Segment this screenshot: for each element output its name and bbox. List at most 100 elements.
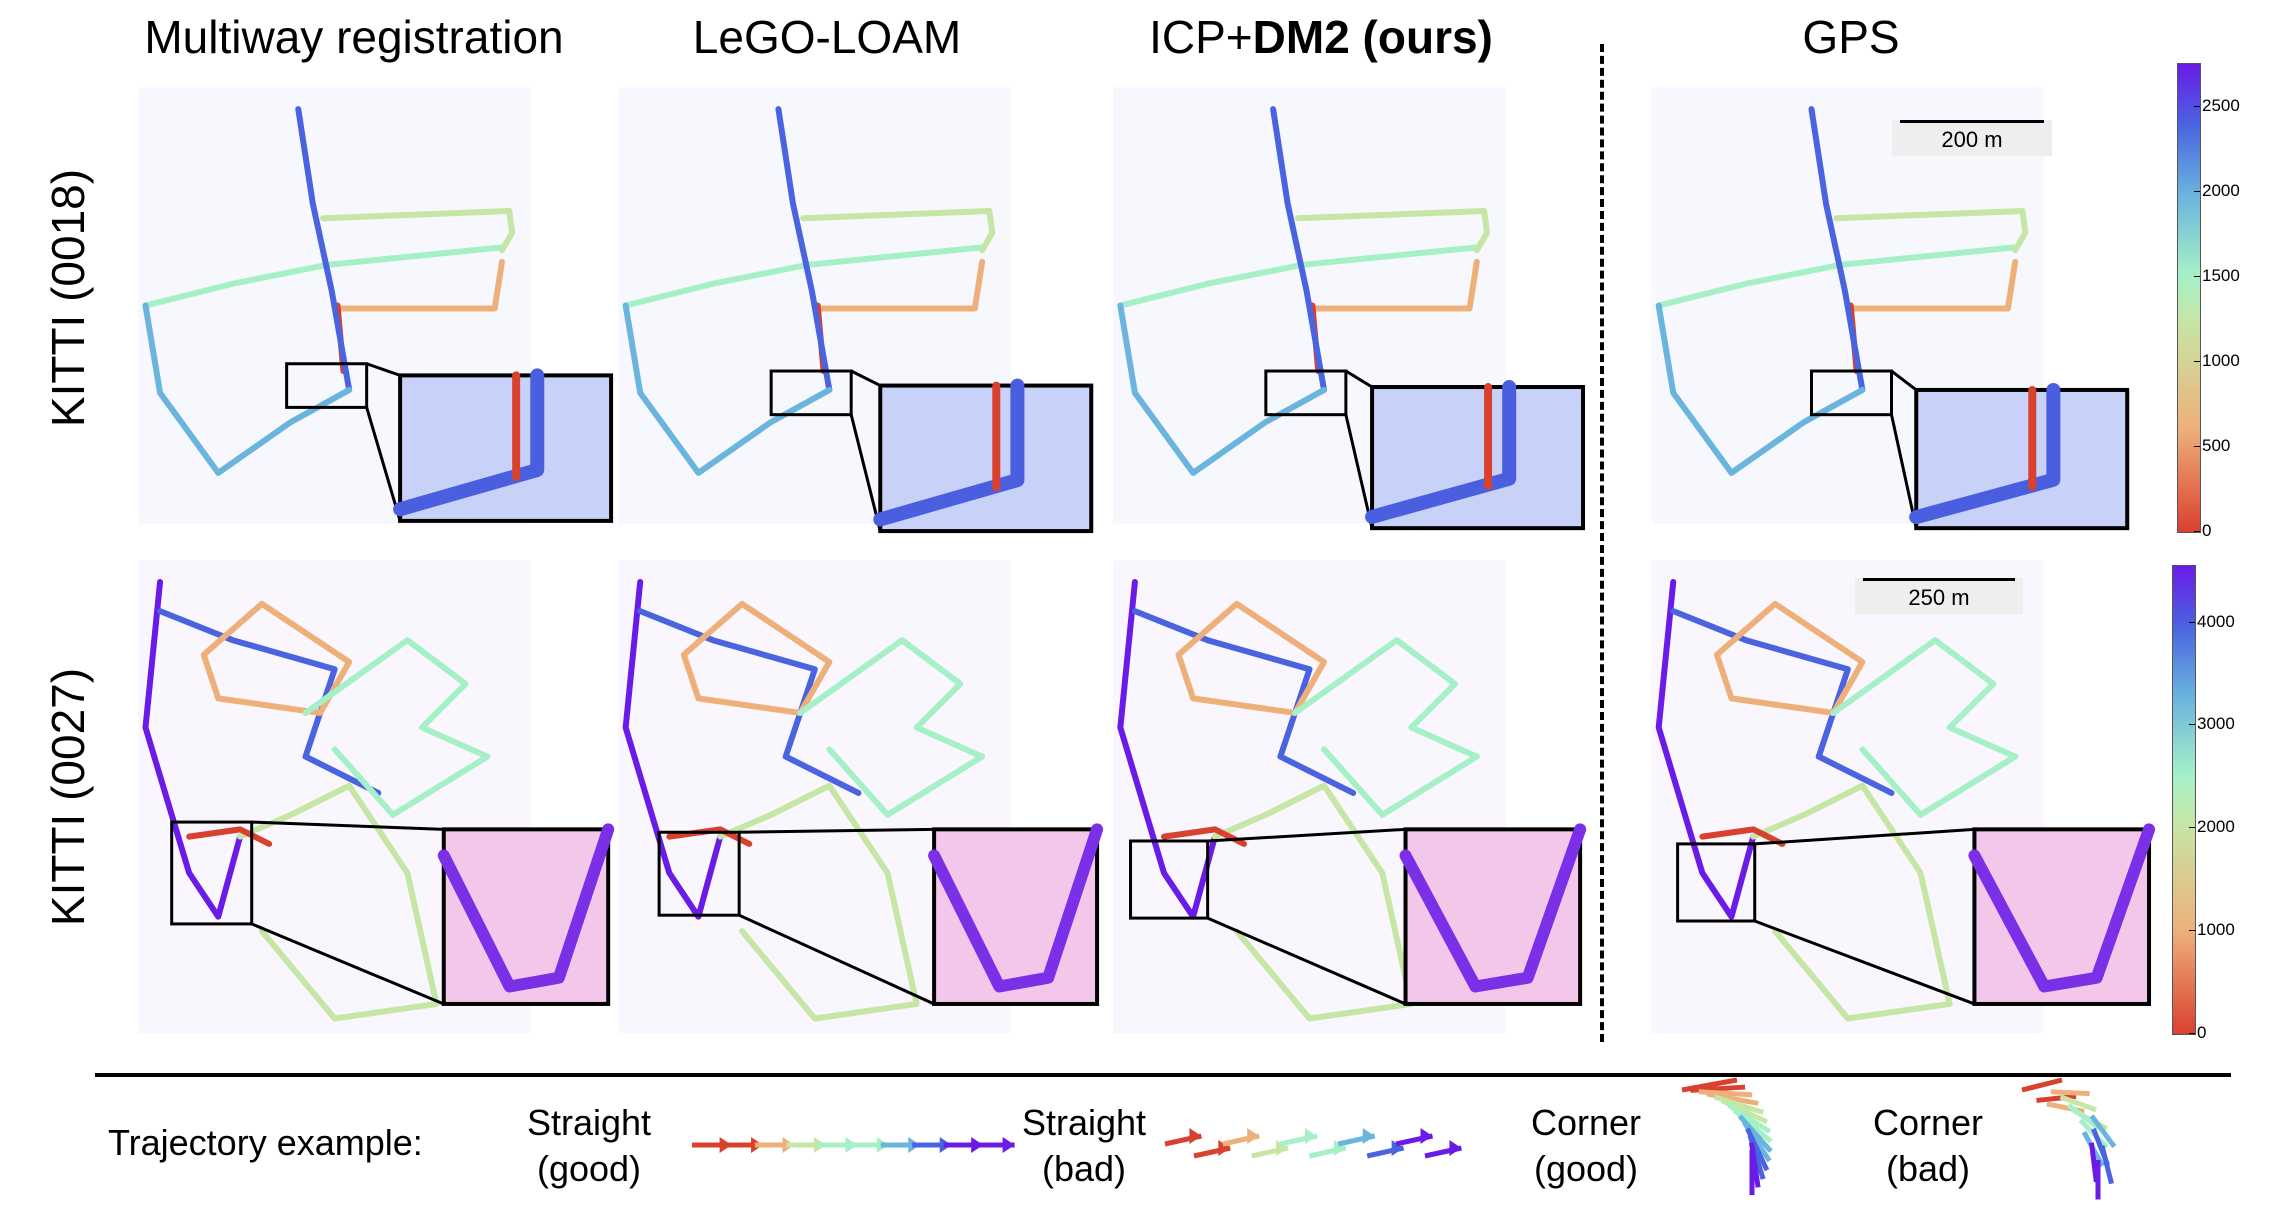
- legend-label: (bad): [1041, 1148, 1127, 1189]
- legend-label: Corner: [1872, 1102, 1984, 1143]
- colorbar-tick: 4000: [2189, 611, 2235, 631]
- inset-connector: [1890, 414, 1918, 529]
- trajectory-0018: [622, 244, 986, 309]
- title-prefix: ICP+: [1149, 11, 1253, 63]
- straight-bad-arrows: [1276, 1140, 1289, 1156]
- inset-source-box: [657, 830, 741, 917]
- trajectory-0027: [1830, 637, 2019, 818]
- trajectory-0018: [1655, 244, 2019, 309]
- trajectory-0027: [1291, 637, 1480, 818]
- scale-bar-label: 250 m: [1908, 585, 1970, 610]
- corner-bad-arrows: [2050, 1089, 2090, 1097]
- legend-corner-good: Corner (good): [1531, 1100, 1641, 1192]
- inset-connector: [850, 369, 881, 387]
- trajectory-0027: [637, 608, 862, 796]
- corner-bad-arrows: [2021, 1077, 2063, 1093]
- inset-trajectory: [1968, 823, 2156, 993]
- inset-source-box: [769, 369, 853, 417]
- inset-trajectory: [1909, 382, 2061, 525]
- colorbar-tick: 2000: [2194, 180, 2240, 200]
- trajectory-0027: [1713, 600, 1866, 716]
- trajectory-0018: [1847, 258, 2019, 312]
- trajectory-0027: [237, 782, 440, 1022]
- legend-straight-good: Straight (good): [527, 1100, 651, 1192]
- legend-divider: [95, 1073, 2231, 1077]
- inset-connector: [1345, 369, 1373, 389]
- inset-connector: [251, 922, 445, 1006]
- trajectory-0027: [1211, 782, 1415, 1022]
- straight-good-arrows: [1002, 1137, 1015, 1153]
- straight-bad-arrows: [1420, 1128, 1433, 1144]
- scale-bar-0027: 250 m: [1855, 578, 2023, 614]
- colorbar-tick: 0: [2188, 1023, 2207, 1042]
- trajectory-0018: [334, 258, 505, 312]
- inset-connector: [849, 414, 882, 532]
- legend-label: Straight: [1021, 1102, 1147, 1143]
- legend-label: Straight: [526, 1102, 652, 1143]
- column-title-icp-dm2: ICP+DM2 (ours): [1149, 10, 1493, 64]
- trajectory-0018: [814, 258, 986, 312]
- legend-label: (bad): [1885, 1148, 1971, 1189]
- trajectory-0027: [717, 782, 920, 1022]
- legend-corner-bad: Corner (bad): [1873, 1100, 1983, 1192]
- legend-label: (good): [536, 1148, 642, 1189]
- trajectory-0018: [1294, 207, 1491, 254]
- colorbar-tick: 500: [2193, 435, 2231, 455]
- straight-bad-arrows: [1189, 1128, 1202, 1144]
- corner-bad-arrows: [2089, 1114, 2117, 1149]
- trajectory-0018: [1270, 106, 1328, 393]
- column-title-gps: GPS: [1802, 11, 1900, 63]
- colorbar-tick: 1000: [2194, 350, 2240, 370]
- inset-trajectory: [928, 823, 1104, 993]
- corner-bad-arrows: [2059, 1094, 2097, 1113]
- scale-bar-label: 200 m: [1941, 127, 2003, 152]
- inset-connector: [1207, 916, 1407, 1006]
- trajectory-0027: [1175, 600, 1328, 716]
- inset-trajectory: [437, 823, 615, 993]
- legend-label: Corner: [1530, 1102, 1642, 1143]
- inset-source-box: [1264, 369, 1348, 417]
- trajectory-0027: [1670, 608, 1895, 796]
- straight-bad-arrows: [1218, 1140, 1231, 1156]
- corner-bad-arrows: [2036, 1093, 2077, 1103]
- inset-connector: [1754, 919, 1975, 1006]
- straight-bad-arrows: [1449, 1140, 1462, 1156]
- colorbar-0027: [2172, 565, 2196, 1035]
- trajectory-0018: [1117, 244, 1480, 309]
- trajectory-0018: [320, 207, 516, 254]
- trajectory-0027: [680, 600, 833, 716]
- inset-trajectory: [873, 378, 1025, 527]
- trajectory-0027: [1131, 608, 1357, 796]
- straight-bad-arrows: [1333, 1140, 1346, 1156]
- inset-trajectory: [1399, 823, 1587, 993]
- column-title-lego-loam: LeGO-LOAM: [692, 11, 962, 63]
- inset-trajectory: [1365, 380, 1517, 524]
- inset-source-box: [1129, 839, 1210, 920]
- trajectory-0018: [142, 244, 505, 309]
- inset-connector: [1207, 827, 1406, 843]
- corner-bad-arrows: [2099, 1145, 2114, 1185]
- title-bold: DM2 (ours): [1252, 11, 1493, 63]
- inset-connector: [1754, 827, 1975, 846]
- trajectory-0018: [800, 207, 996, 254]
- trajectory-0018: [622, 302, 833, 476]
- inset-connector: [739, 827, 935, 834]
- trajectory-0018: [1833, 207, 2029, 254]
- column-title-multiway: Multiway registration: [144, 11, 564, 63]
- trajectory-0018: [1655, 302, 1866, 476]
- straight-bad-arrows: [1247, 1128, 1260, 1144]
- inset-source-box: [285, 362, 369, 409]
- trajectory-0027: [1750, 782, 1953, 1022]
- inset-connector: [1890, 369, 1918, 392]
- trajectory-0018: [1808, 106, 1866, 393]
- colorbar-tick: 0: [2193, 521, 2212, 540]
- inset-connector: [365, 406, 402, 522]
- inset-connector: [1344, 414, 1374, 529]
- gps-divider: [1600, 44, 1604, 1042]
- straight-bad-arrows: [1391, 1140, 1404, 1156]
- legend-straight-bad: Straight (bad): [1022, 1100, 1146, 1192]
- trajectory-0027: [157, 608, 382, 796]
- trajectory-0027: [797, 637, 986, 818]
- straight-bad-arrows: [1304, 1128, 1317, 1144]
